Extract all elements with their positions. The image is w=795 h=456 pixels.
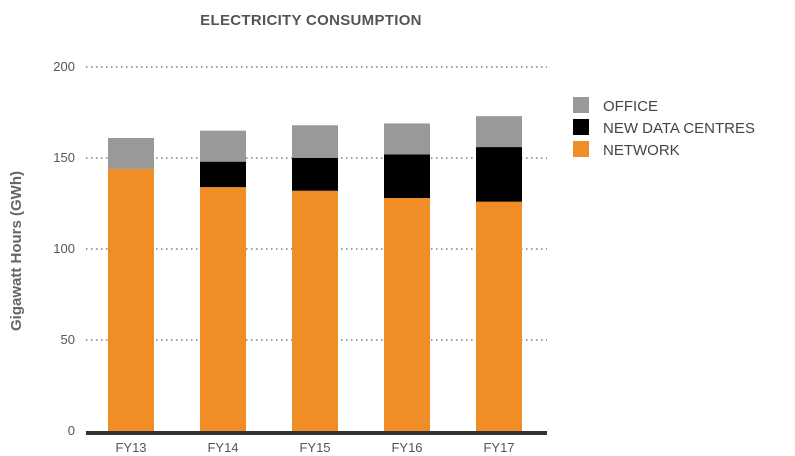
x-tick-label: FY13 [115, 440, 146, 455]
x-axis-ticks: FY13 FY14 FY15 FY16 FY17 [115, 440, 514, 455]
legend-label: NETWORK [603, 142, 680, 159]
bar-segment-new-data-centres [200, 161, 246, 188]
bar-segment-network [108, 168, 154, 432]
legend-swatch [573, 119, 589, 135]
legend-label: NEW DATA CENTRES [603, 120, 755, 137]
bar-segment-network [384, 198, 430, 431]
y-tick-label: 100 [53, 241, 75, 256]
bar-segment-new-data-centres [384, 154, 430, 199]
x-tick-label: FY16 [391, 440, 422, 455]
y-tick-label: 0 [68, 423, 75, 438]
bar-segment-network [200, 187, 246, 431]
y-tick-label: 150 [53, 150, 75, 165]
bar-segment-network [476, 201, 522, 431]
y-axis-title: Gigawatt Hours (GWh) [8, 171, 25, 331]
chart-title: ELECTRICITY CONSUMPTION [200, 12, 422, 29]
y-tick-label: 50 [61, 332, 75, 347]
bar-segment-office [384, 123, 430, 155]
y-tick-label: 200 [53, 59, 75, 74]
bar-segment-new-data-centres [476, 147, 522, 202]
bar-segment-new-data-centres [292, 158, 338, 191]
x-tick-label: FY14 [207, 440, 238, 455]
bars [108, 116, 522, 432]
bar-segment-office [292, 125, 338, 158]
x-tick-label: FY17 [483, 440, 514, 455]
legend-swatch [573, 97, 589, 113]
x-tick-label: FY15 [299, 440, 330, 455]
legend: OFFICE NEW DATA CENTRES NETWORK [573, 97, 755, 159]
bar-segment-network [292, 190, 338, 431]
legend-swatch [573, 141, 589, 157]
bar-segment-office [200, 130, 246, 162]
bar-segment-office [108, 137, 154, 169]
y-axis-ticks: 0 50 100 150 200 [53, 59, 75, 438]
legend-label: OFFICE [603, 98, 658, 115]
bar-segment-office [476, 116, 522, 148]
